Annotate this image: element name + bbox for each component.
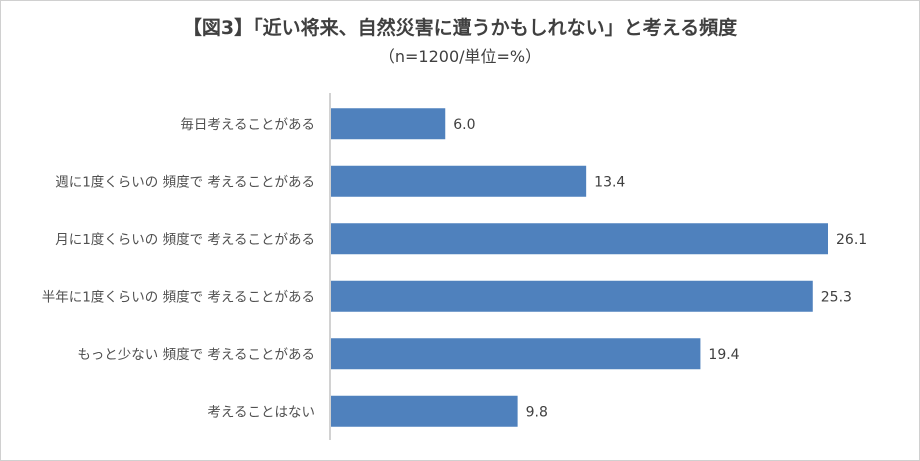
- chart-subtitle: （n=1200/単位=%）: [378, 47, 542, 66]
- category-label: 毎日考えることがある: [180, 117, 315, 133]
- chart-title: 【図3】「近い将来、自然災害に遭うかもしれない」と考える頻度: [182, 17, 738, 39]
- data-label: 13.4: [594, 174, 625, 190]
- category-label: 月に1度くらいの 頻度で 考えることがある: [55, 232, 315, 248]
- bar-6: [331, 395, 518, 427]
- category-label: 週に1度くらいの 頻度で 考えることがある: [55, 174, 315, 190]
- bar-2: [331, 165, 587, 197]
- category-label: 半年に1度くらいの 頻度で 考えることがある: [42, 289, 315, 305]
- category-label: もっと少ない 頻度で 考えることがある: [77, 347, 315, 363]
- category-label: 考えることはない: [207, 404, 315, 420]
- bar-1: [331, 108, 446, 140]
- data-label: 6.0: [453, 117, 475, 133]
- data-label: 19.4: [708, 347, 739, 363]
- data-label: 25.3: [821, 289, 852, 305]
- bar-3: [331, 223, 828, 255]
- data-label: 9.8: [526, 404, 548, 420]
- bar-4: [331, 280, 813, 312]
- data-label: 26.1: [836, 232, 867, 248]
- bar-5: [331, 338, 701, 370]
